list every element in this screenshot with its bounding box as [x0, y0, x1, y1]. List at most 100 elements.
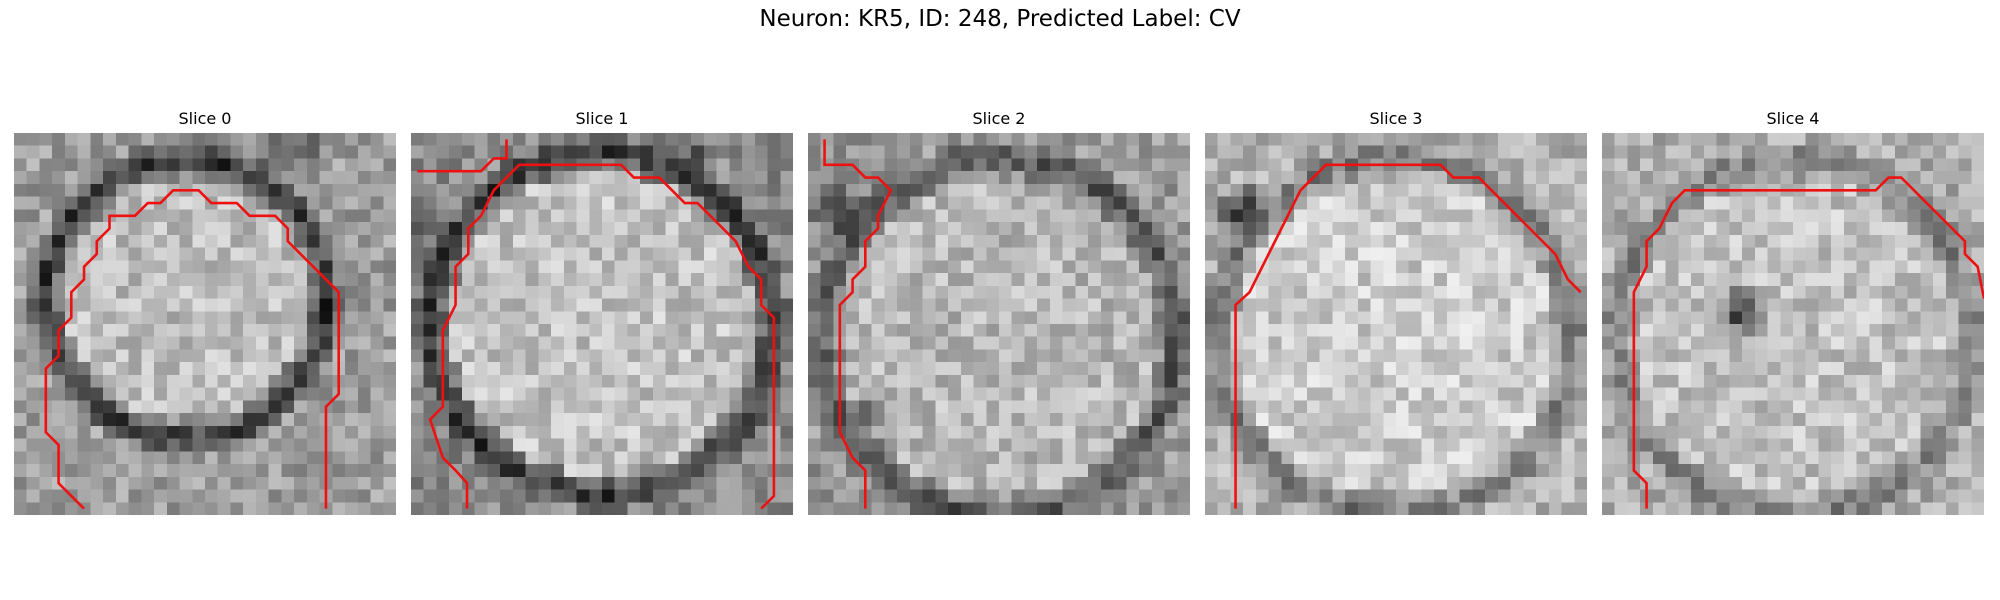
image-pixel — [383, 145, 396, 159]
image-pixel — [1177, 336, 1190, 350]
image-pixel — [1869, 298, 1883, 312]
image-pixel — [1472, 413, 1486, 427]
image-pixel — [1037, 285, 1051, 299]
image-pixel — [1907, 247, 1921, 261]
image-pixel — [1818, 336, 1832, 350]
image-pixel — [487, 247, 501, 261]
image-pixel — [1459, 400, 1473, 414]
image-pixel — [512, 400, 526, 414]
image-pixel — [563, 374, 577, 388]
image-pixel — [1049, 222, 1063, 236]
image-pixel — [1446, 196, 1460, 210]
image-pixel — [1767, 222, 1781, 236]
image-pixel — [1602, 133, 1615, 146]
image-pixel — [411, 387, 424, 401]
image-pixel — [1319, 285, 1333, 299]
image-pixel — [1113, 438, 1127, 452]
image-pixel — [1230, 145, 1244, 159]
image-pixel — [729, 349, 743, 363]
image-pixel — [563, 476, 577, 490]
image-pixel — [754, 171, 768, 185]
image-pixel — [1805, 362, 1819, 376]
image-pixel — [858, 196, 872, 210]
image-pixel — [1971, 489, 1984, 503]
image-pixel — [1742, 451, 1756, 465]
image-pixel — [192, 349, 206, 363]
image-pixel — [1627, 489, 1641, 503]
image-pixel — [1446, 285, 1460, 299]
image-pixel — [370, 425, 384, 439]
image-pixel — [1177, 374, 1190, 388]
image-pixel — [461, 362, 475, 376]
image-pixel — [268, 489, 282, 503]
image-pixel — [1780, 273, 1794, 287]
image-pixel — [1920, 413, 1934, 427]
image-pixel — [691, 413, 705, 427]
image-pixel — [461, 158, 475, 172]
image-pixel — [1640, 273, 1654, 287]
image-pixel — [281, 311, 295, 325]
image-pixel — [370, 298, 384, 312]
image-pixel — [1818, 247, 1832, 261]
image-pixel — [820, 222, 834, 236]
image-pixel — [77, 311, 91, 325]
image-pixel — [1062, 273, 1076, 287]
image-pixel — [960, 209, 974, 223]
image-pixel — [691, 183, 705, 197]
image-pixel — [1497, 260, 1511, 274]
image-pixel — [64, 349, 78, 363]
image-pixel — [357, 145, 371, 159]
image-pixel — [1627, 196, 1641, 210]
image-pixel — [1049, 234, 1063, 248]
image-pixel — [1665, 476, 1679, 490]
image-pixel — [1831, 145, 1845, 159]
image-pixel — [1971, 324, 1984, 337]
image-pixel — [1703, 438, 1717, 452]
image-pixel — [345, 183, 359, 197]
image-pixel — [602, 400, 615, 414]
image-pixel — [960, 158, 974, 172]
image-pixel — [1459, 196, 1473, 210]
image-pixel — [14, 438, 27, 452]
image-pixel — [1536, 171, 1550, 185]
image-pixel — [1408, 145, 1422, 159]
image-pixel — [1716, 222, 1730, 236]
image-pixel — [1255, 387, 1269, 401]
image-pixel — [230, 133, 244, 146]
image-pixel — [141, 171, 155, 185]
image-pixel — [1497, 464, 1511, 478]
image-pixel — [1536, 183, 1550, 197]
image-pixel — [1780, 247, 1794, 261]
image-pixel — [474, 502, 488, 515]
image-pixel — [1716, 145, 1730, 159]
image-pixel — [640, 476, 654, 490]
image-pixel — [1011, 476, 1025, 490]
image-pixel — [1920, 374, 1934, 388]
image-pixel — [423, 311, 437, 325]
image-pixel — [179, 209, 193, 223]
image-pixel — [1754, 247, 1768, 261]
image-pixel — [1126, 362, 1140, 376]
image-pixel — [1843, 260, 1857, 274]
image-pixel — [1920, 349, 1934, 363]
image-pixel — [1345, 425, 1359, 439]
image-pixel — [691, 234, 705, 248]
image-pixel — [884, 133, 898, 146]
image-pixel — [1971, 298, 1984, 312]
image-pixel — [357, 400, 371, 414]
image-pixel — [640, 464, 654, 478]
image-pixel — [1652, 502, 1666, 515]
image-pixel — [1268, 209, 1282, 223]
image-pixel — [1907, 324, 1921, 337]
image-pixel — [52, 196, 66, 210]
image-pixel — [281, 413, 295, 427]
image-pixel — [716, 183, 730, 197]
image-pixel — [948, 158, 962, 172]
image-pixel — [614, 324, 628, 337]
image-pixel — [1907, 311, 1921, 325]
image-pixel — [1548, 133, 1562, 146]
image-pixel — [1497, 324, 1511, 337]
image-pixel — [871, 311, 885, 325]
image-pixel — [948, 362, 962, 376]
image-pixel — [1164, 247, 1178, 261]
